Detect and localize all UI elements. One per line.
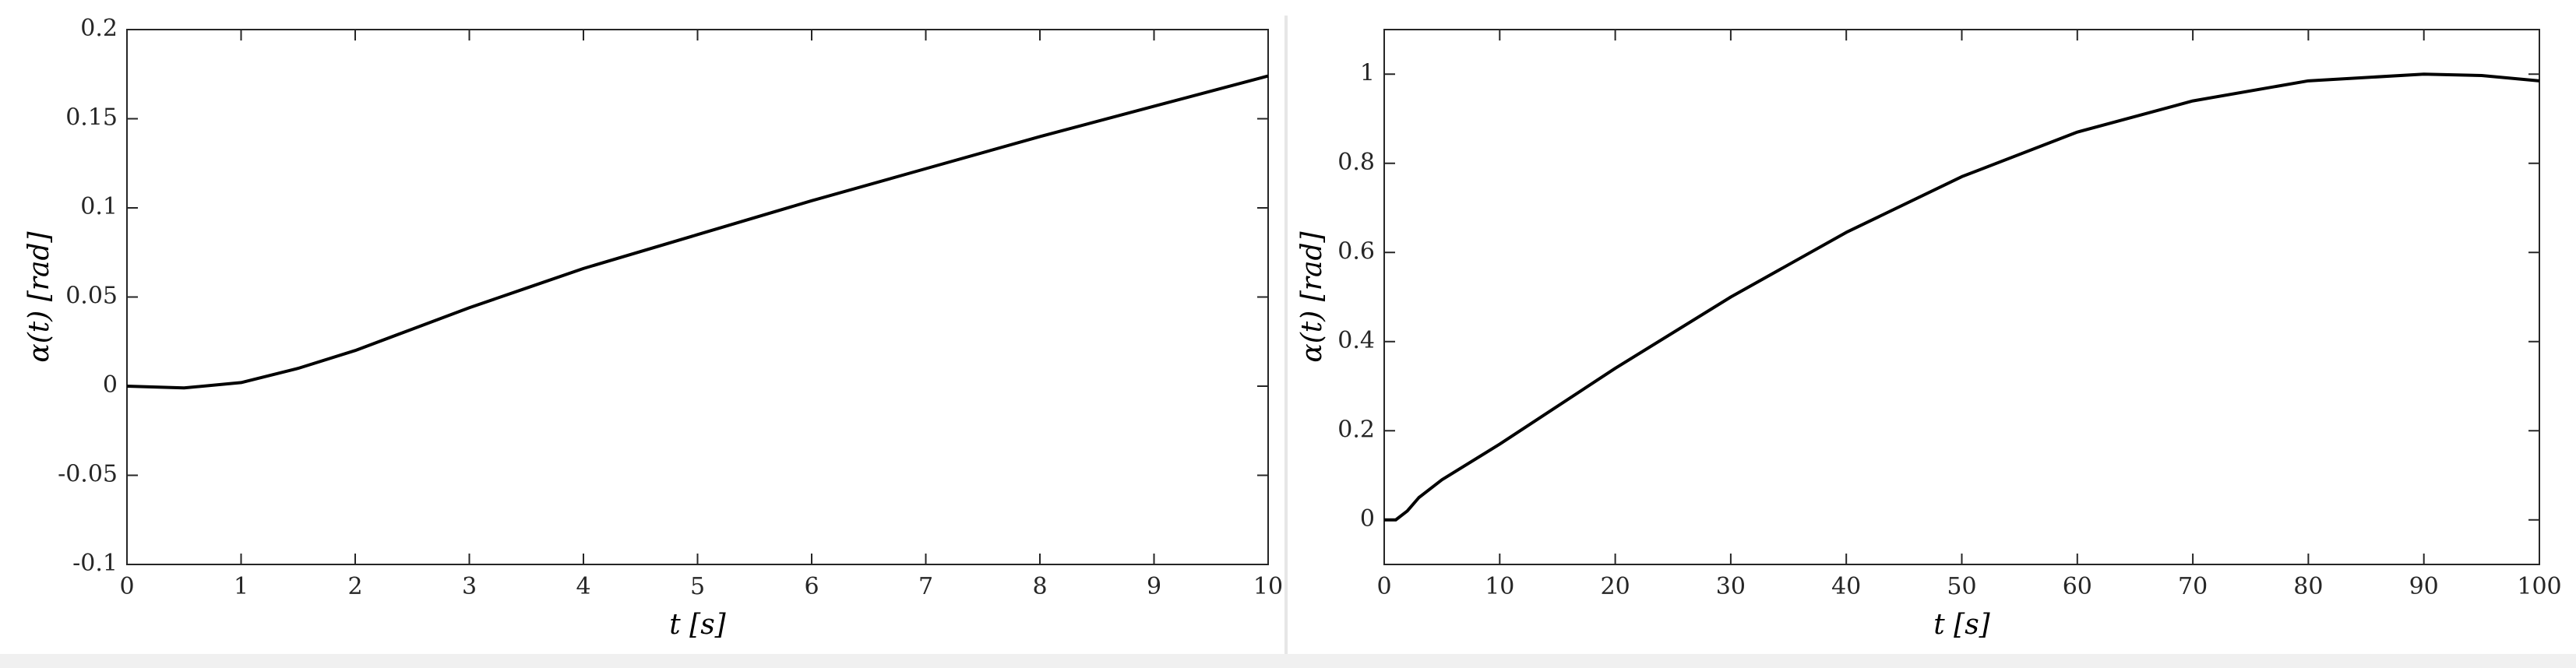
x-tick-label: 6 xyxy=(804,573,819,600)
y-tick-label: 0 xyxy=(103,371,118,399)
y-tick-label: 0.4 xyxy=(1337,327,1375,354)
x-tick-label: 80 xyxy=(2293,573,2323,600)
x-tick-label: 0 xyxy=(119,573,134,600)
x-axis-label: t [s] xyxy=(669,609,726,641)
y-axis-label: α(t) [rad] xyxy=(1296,230,1328,362)
data-line xyxy=(1384,72,2540,522)
y-tick-label: 0.8 xyxy=(1337,149,1375,176)
x-tick-label: 7 xyxy=(918,573,933,600)
x-tick-label: 8 xyxy=(1032,573,1047,600)
data-line xyxy=(126,74,1269,390)
y-tick-label: 0.2 xyxy=(80,15,118,42)
y-tick-label: 0.2 xyxy=(1337,416,1375,443)
y-tick-label: 1 xyxy=(1360,59,1375,86)
bottom-bar xyxy=(0,654,2576,668)
x-tick-label: 40 xyxy=(1831,573,1861,600)
x-tick-label: 20 xyxy=(1601,573,1630,600)
y-tick-label: 0.05 xyxy=(65,283,118,310)
x-tick-label: 50 xyxy=(1947,573,1976,600)
x-tick-label: 90 xyxy=(2409,573,2439,600)
x-tick-label: 70 xyxy=(2178,573,2208,600)
x-tick-label: 1 xyxy=(234,573,248,600)
y-tick-label: -0.1 xyxy=(72,550,118,577)
y-tick-label: 0.15 xyxy=(65,104,118,132)
y-tick-label: 0.1 xyxy=(80,193,118,220)
x-tick-label: 100 xyxy=(2517,573,2561,600)
x-tick-label: 60 xyxy=(2063,573,2092,600)
y-tick-label: 0 xyxy=(1360,505,1375,533)
x-tick-label: 0 xyxy=(1376,573,1391,600)
x-tick-label: 10 xyxy=(1253,573,1283,600)
x-axis-label: t [s] xyxy=(1933,609,1990,641)
x-tick-label: 30 xyxy=(1716,573,1746,600)
x-tick-label: 9 xyxy=(1147,573,1161,600)
y-tick-label: -0.05 xyxy=(58,461,118,488)
x-tick-label: 2 xyxy=(347,573,362,600)
x-tick-label: 4 xyxy=(576,573,590,600)
x-tick-label: 5 xyxy=(690,573,705,600)
y-axis-label: α(t) [rad] xyxy=(23,230,55,362)
x-tick-label: 3 xyxy=(462,573,477,600)
x-tick-label: 10 xyxy=(1485,573,1514,600)
y-tick-label: 0.6 xyxy=(1337,237,1375,265)
